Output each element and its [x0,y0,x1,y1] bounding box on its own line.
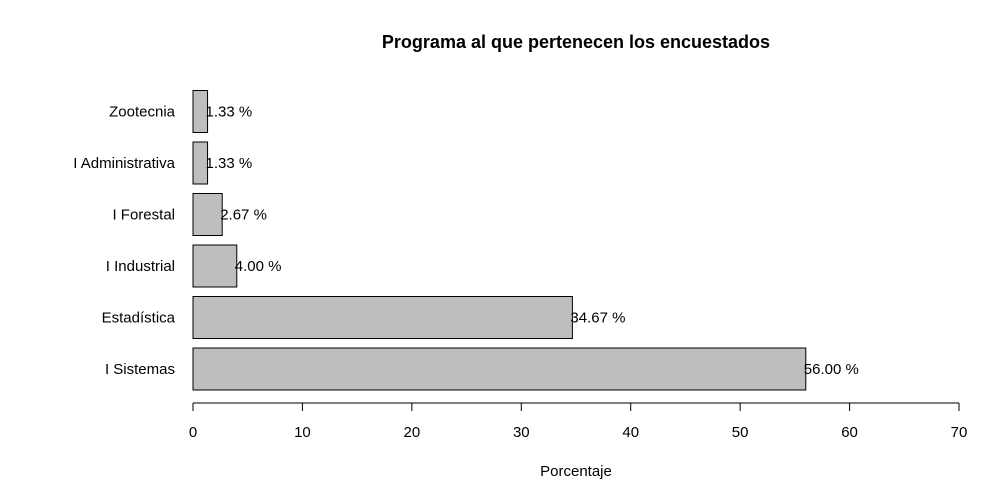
x-axis: 0 10 20 30 40 50 60 70 [189,402,968,441]
bar-3 [192,193,223,236]
category-label-5: Zootecnia [109,104,176,121]
x-tick-label-7: 70 [951,424,968,441]
x-tick-label-0: 0 [189,424,197,441]
bar-0 [192,347,807,391]
category-label-2: I Industrial [106,258,175,275]
category-label-3: I Forestal [112,207,175,224]
x-tick-label-2: 20 [404,424,421,441]
bar-1 [192,296,573,339]
data-label-3: 2.67 % [220,207,267,224]
category-labels: I Sistemas Estadística I Industrial I Fores… [73,104,175,379]
data-labels: 56.00 % 34.67 % 4.00 % 2.67 % 1.33 % 1.33 % [206,104,859,379]
category-label-0: I Sistemas [105,361,175,378]
data-label-0: 56.00 % [804,361,859,378]
category-label-1: Estadística [102,310,176,327]
data-label-5: 1.33 % [206,104,253,121]
data-label-2: 4.00 % [235,258,282,275]
data-label-4: 1.33 % [206,155,253,172]
x-tick-label-4: 40 [622,424,639,441]
chart-title: Programa al que pertenecen los encuestad… [382,32,770,52]
bar-2 [192,244,238,288]
x-axis-label: Porcentaje [540,463,612,480]
x-tick-label-6: 60 [841,424,858,441]
bar-4 [192,141,209,185]
data-label-1: 34.67 % [570,310,625,327]
x-tick-label-1: 10 [294,424,311,441]
bars-group [192,90,807,391]
x-tick-label-5: 50 [732,424,749,441]
category-label-4: I Administrativa [73,155,175,172]
x-tick-label-3: 30 [513,424,530,441]
bar-5 [192,90,209,133]
